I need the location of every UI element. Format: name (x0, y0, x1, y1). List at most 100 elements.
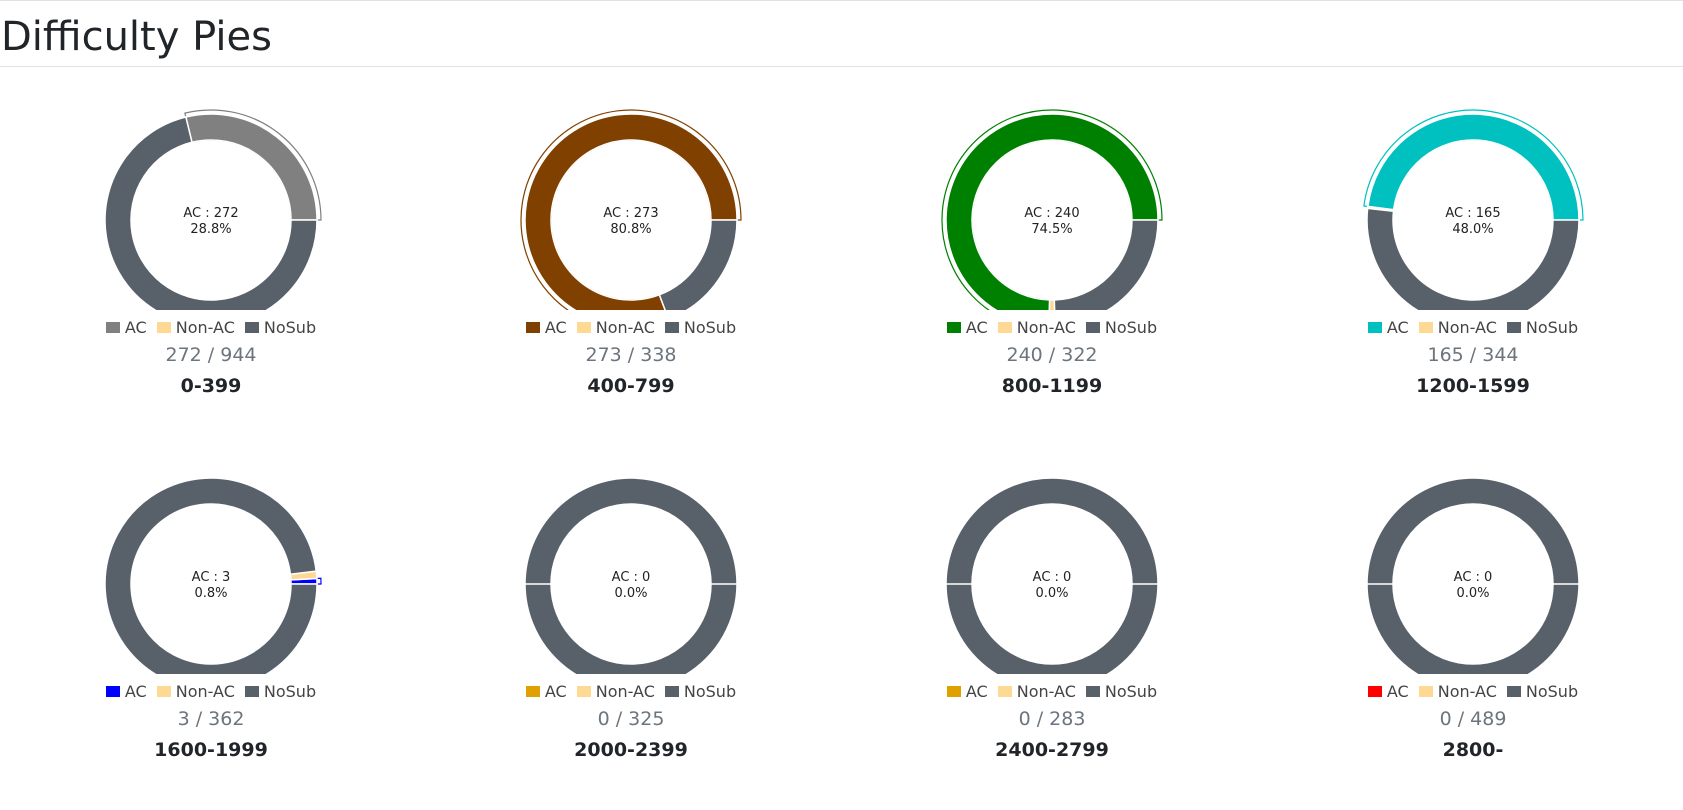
legend-nosub[interactable]: NoSub (664, 682, 736, 701)
legend-swatch (105, 685, 120, 697)
legend-swatch (946, 685, 961, 697)
center-percent-label: 74.5% (1031, 222, 1072, 237)
legend-swatch (576, 685, 591, 697)
legend-label: AC (544, 681, 567, 701)
legend-ac[interactable]: AC (946, 318, 988, 337)
legend-label: Non-AC (1437, 681, 1497, 701)
legend-ac[interactable]: AC (1367, 681, 1409, 701)
legend-non-ac[interactable]: Non-AC (576, 681, 655, 701)
donut-chart: AC : 30.8% (104, 477, 322, 674)
pie-card: AC : 273 80.8% AC Non-AC NoSub 273 / 338 400-7… (481, 70, 781, 420)
legend-swatch (1367, 321, 1382, 333)
legend-non-ac[interactable]: Non-AC (156, 682, 235, 701)
legend-label: Non-AC (1016, 681, 1076, 701)
donut-chart: AC : 00.0% (945, 477, 1159, 674)
legend-swatch (525, 321, 540, 333)
legend-ac[interactable]: AC (525, 318, 567, 337)
nosub-slice[interactable] (1366, 207, 1580, 310)
legend-swatch (664, 685, 679, 697)
nosub-slice[interactable] (104, 477, 318, 674)
legend-label: NoSub (1525, 681, 1579, 701)
difficulty-range-label: 400-799 (587, 375, 675, 397)
legend-label: Non-AC (595, 681, 655, 701)
pie-legend: AC Non-AC NoSub (61, 316, 361, 338)
solved-count: 273 / 338 (585, 344, 677, 366)
nosub-slice[interactable] (658, 219, 738, 310)
donut-chart: AC : 00.0% (524, 477, 738, 674)
solved-count: 240 / 322 (1006, 344, 1098, 366)
pie-legend: AC Non-AC NoSub (902, 316, 1202, 338)
legend-ac[interactable]: AC (105, 682, 147, 701)
difficulty-range-label: 1600-1999 (154, 739, 268, 761)
nosub-slice[interactable] (524, 477, 738, 674)
legend-label: AC (1386, 681, 1409, 701)
legend-ac[interactable]: AC (105, 317, 147, 337)
center-percent-label: 0.0% (1035, 586, 1068, 601)
legend-ac[interactable]: AC (1367, 318, 1409, 337)
legend-label: Non-AC (1437, 317, 1497, 337)
page-title: Difficulty Pies (1, 14, 272, 60)
center-percent-label: 0.0% (614, 586, 647, 601)
center-ac-label: AC : 3 (192, 570, 231, 585)
legend-ac[interactable]: AC (946, 682, 988, 701)
ac-slice[interactable] (1367, 113, 1580, 221)
pie-legend: AC Non-AC NoSub (481, 316, 781, 338)
pie-legend: AC Non-AC NoSub (902, 680, 1202, 702)
legend-nosub[interactable]: NoSub (1506, 681, 1579, 701)
solved-count: 0 / 325 (597, 708, 665, 730)
pie-legend: AC Non-AC NoSub (1323, 316, 1623, 338)
center-ac-label: AC : 0 (1033, 570, 1072, 585)
solved-count: 0 / 283 (1018, 708, 1086, 730)
center-ac-label: AC : 273 (603, 206, 658, 221)
ac-slice[interactable] (184, 113, 318, 221)
legend-swatch (664, 321, 679, 333)
legend-nosub[interactable]: NoSub (1085, 682, 1157, 701)
ac-slice[interactable] (524, 113, 738, 310)
legend-non-ac[interactable]: Non-AC (576, 317, 655, 337)
solved-count: 0 / 489 (1439, 708, 1507, 730)
nosub-slice[interactable] (1053, 219, 1159, 310)
legend-swatch (1418, 685, 1433, 697)
legend-ac[interactable]: AC (525, 681, 567, 701)
solved-count: 165 / 344 (1427, 344, 1519, 366)
legend-swatch (105, 321, 120, 333)
center-ac-label: AC : 272 (183, 206, 238, 221)
legend-swatch (244, 321, 259, 333)
legend-swatch (997, 321, 1012, 333)
solved-count: 272 / 944 (165, 344, 257, 366)
legend-non-ac[interactable]: Non-AC (1418, 681, 1497, 701)
center-percent-label: 0.8% (194, 586, 227, 601)
legend-label: NoSub (1104, 317, 1158, 337)
legend-swatch (1506, 321, 1521, 333)
legend-nosub[interactable]: NoSub (664, 318, 736, 337)
nosub-slice[interactable] (1366, 477, 1580, 674)
legend-nosub[interactable]: NoSub (1085, 317, 1158, 337)
legend-nosub[interactable]: NoSub (1506, 318, 1578, 337)
legend-swatch (525, 685, 540, 697)
legend-non-ac[interactable]: Non-AC (997, 681, 1076, 701)
legend-nosub[interactable]: NoSub (244, 682, 316, 701)
legend-label: AC (124, 317, 147, 337)
legend-non-ac[interactable]: Non-AC (156, 318, 235, 337)
center-percent-label: 28.8% (190, 222, 231, 237)
nosub-slice[interactable] (104, 116, 318, 310)
legend-label: Non-AC (595, 317, 655, 337)
legend-swatch (1367, 685, 1382, 697)
pie-card: AC : 165 48.0% AC Non-AC NoSub 165 / 344 1200-… (1323, 70, 1623, 420)
legend-non-ac[interactable]: Non-AC (1418, 317, 1497, 337)
nosub-slice[interactable] (945, 477, 1159, 674)
difficulty-range-label: 1200-1599 (1416, 375, 1530, 397)
pie-card: AC : 272 28.8% AC Non-AC NoSub 272 / 944 0-399 (61, 70, 361, 420)
legend-label: NoSub (263, 317, 317, 337)
center-ac-label: AC : 0 (1454, 570, 1493, 585)
top-rule (0, 0, 1683, 1)
legend-nosub[interactable]: NoSub (244, 317, 317, 337)
legend-swatch (1506, 685, 1521, 697)
legend-non-ac[interactable]: Non-AC (997, 318, 1076, 337)
ac-slice[interactable] (945, 113, 1159, 310)
